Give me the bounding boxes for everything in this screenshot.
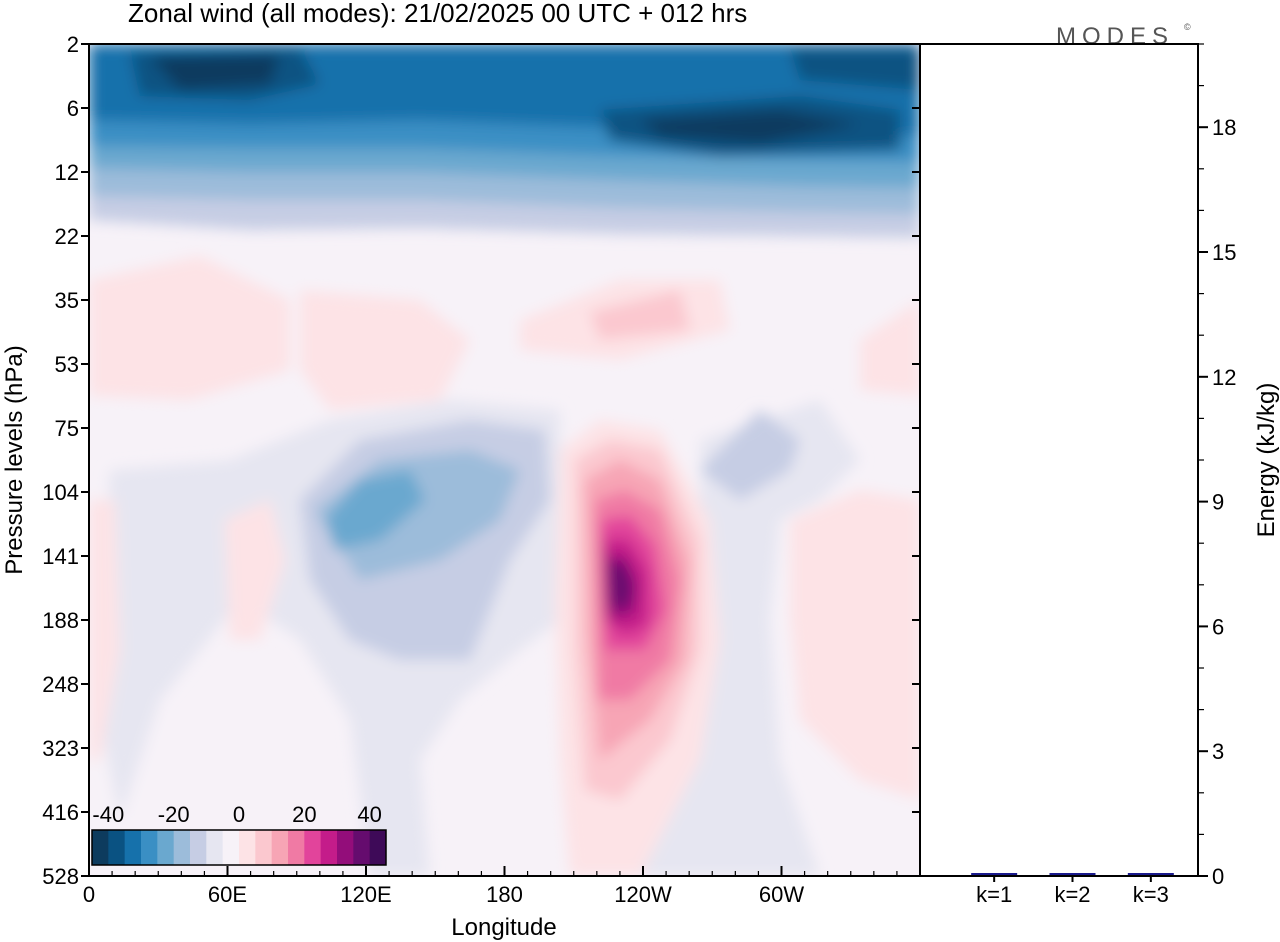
energy-category-label: k=3 bbox=[1133, 882, 1169, 907]
colorbar-swatch bbox=[255, 830, 273, 865]
energy-bar bbox=[1127, 873, 1174, 875]
pressure-tick-label: 53 bbox=[55, 352, 79, 377]
colorbar-tick-label: -20 bbox=[158, 802, 190, 827]
colorbar-swatch bbox=[320, 830, 338, 865]
pressure-tick-label: 12 bbox=[55, 160, 79, 185]
longitude-axis: 0 60E 120E 180 120W 60W bbox=[83, 866, 921, 907]
energy-bars: k=1 k=2 k=3 bbox=[971, 873, 1174, 907]
colorbar-swatch bbox=[239, 830, 256, 865]
colorbar-tick-label: -40 bbox=[92, 802, 124, 827]
colorbar-swatch bbox=[304, 830, 322, 865]
contour-plus-10-dateline bbox=[590, 290, 690, 340]
pressure-tick-label: 75 bbox=[55, 416, 79, 441]
y-axis-label: Pressure levels (hPa) bbox=[1, 345, 28, 574]
contour-minus-30-band-ne bbox=[790, 48, 920, 90]
longitude-tick-label: 120W bbox=[614, 882, 672, 907]
pressure-tick-label: 528 bbox=[42, 864, 79, 889]
colorbar-swatch bbox=[222, 830, 240, 865]
energy-tick-label: 0 bbox=[1212, 864, 1224, 889]
pressure-tick-label: 248 bbox=[42, 672, 79, 697]
pressure-axis: 2 6 12 22 35 53 75 104 141 188 248 323 416 528 bbox=[42, 32, 920, 889]
colorbar-swatch bbox=[369, 830, 387, 865]
contour-plot bbox=[89, 44, 920, 876]
colorbar-swatch bbox=[108, 830, 126, 865]
pressure-tick-label: 416 bbox=[42, 800, 79, 825]
contour-plus-5-west bbox=[89, 256, 290, 400]
colorbar-swatch bbox=[124, 830, 142, 865]
pressure-tick-label: 22 bbox=[55, 224, 79, 249]
longitude-tick-label: 60E bbox=[208, 882, 247, 907]
longitude-tick-label: 0 bbox=[83, 882, 95, 907]
colorbar-tick-label: 0 bbox=[233, 802, 245, 827]
colorbar-swatch bbox=[190, 830, 207, 865]
modes-logo: MODES bbox=[1056, 23, 1174, 50]
colorbar-frame bbox=[91, 829, 387, 866]
pressure-tick-label: 323 bbox=[42, 736, 79, 761]
energy-tick-label: 3 bbox=[1212, 739, 1224, 764]
longitude-tick-label: 120E bbox=[340, 882, 391, 907]
pressure-tick-label: 6 bbox=[67, 96, 79, 121]
chart-title: Zonal wind (all modes): 21/02/2025 00 UT… bbox=[128, 0, 747, 28]
energy-plot-frame bbox=[919, 43, 1199, 877]
colorbar-tick-label: 40 bbox=[357, 802, 381, 827]
wind-field bbox=[89, 44, 920, 876]
energy-tick-label: 9 bbox=[1212, 490, 1224, 515]
energy-category-label: k=1 bbox=[976, 882, 1012, 907]
energy-axis-label: Energy (kJ/kg) bbox=[1253, 383, 1280, 538]
colorbar-swatch bbox=[337, 830, 354, 865]
colorbar-swatch bbox=[173, 830, 191, 865]
energy-tick-label: 12 bbox=[1212, 365, 1236, 390]
pressure-tick-label: 188 bbox=[42, 608, 79, 633]
colorbar bbox=[91, 829, 387, 866]
x-axis-label: Longitude bbox=[451, 914, 556, 941]
energy-bar bbox=[1049, 873, 1096, 875]
contour-minus-35-core bbox=[150, 54, 280, 90]
colorbar-tick-labels: -40 -20 0 20 40 bbox=[92, 802, 381, 827]
colorbar-swatch bbox=[92, 830, 109, 865]
colorbar-swatch bbox=[157, 830, 175, 865]
longitude-tick-label: 180 bbox=[486, 882, 523, 907]
contour-weak-positive-far-east bbox=[790, 490, 920, 800]
energy-tick-label: 15 bbox=[1212, 240, 1236, 265]
energy-bar bbox=[971, 873, 1018, 875]
contour-weak-positive-mid bbox=[225, 500, 285, 640]
pressure-tick-label: 141 bbox=[42, 544, 79, 569]
contour-minus-20-core bbox=[325, 470, 425, 550]
modes-logo-mark: © bbox=[1184, 22, 1191, 32]
energy-axis: 0 3 6 9 12 15 18 bbox=[1198, 43, 1236, 889]
colorbar-tick-label: 20 bbox=[292, 802, 316, 827]
contour-weak-positive-west bbox=[89, 500, 120, 760]
pressure-tick-label: 35 bbox=[55, 288, 79, 313]
colorbar-swatch bbox=[288, 830, 305, 865]
contour-plus-5-central bbox=[300, 290, 470, 410]
colorbar-swatch bbox=[353, 830, 371, 865]
energy-tick-label: 18 bbox=[1212, 115, 1236, 140]
pressure-tick-label: 2 bbox=[67, 32, 79, 57]
contour-plus-40-jet-core bbox=[610, 562, 632, 608]
contour-minus-5-lower-east bbox=[700, 410, 800, 500]
colorbar-swatch bbox=[206, 830, 224, 865]
colorbar-swatch bbox=[141, 830, 158, 865]
contour-plus-5-far-east bbox=[860, 300, 920, 396]
energy-tick-label: 6 bbox=[1212, 614, 1224, 639]
contour-minus-35-core-east bbox=[640, 110, 860, 144]
pressure-tick-label: 104 bbox=[42, 480, 79, 505]
colorbar-swatch bbox=[271, 830, 289, 865]
longitude-tick-label: 60W bbox=[759, 882, 804, 907]
energy-category-label: k=2 bbox=[1054, 882, 1090, 907]
